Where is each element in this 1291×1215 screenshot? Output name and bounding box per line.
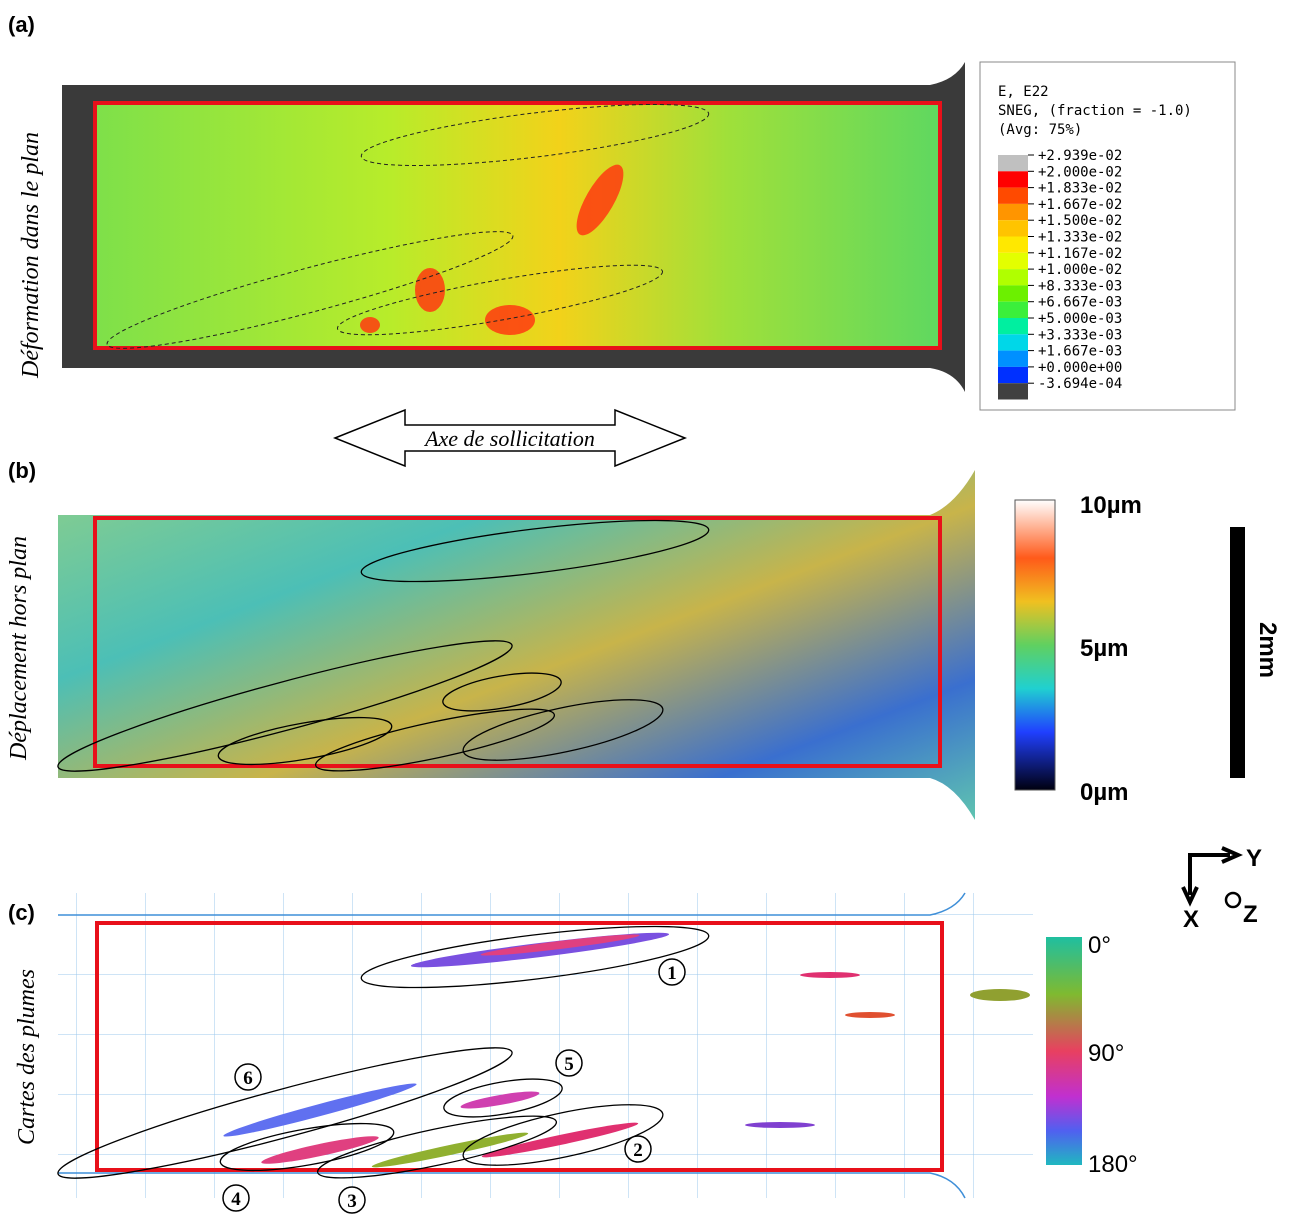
axis-label: Y	[1246, 845, 1262, 872]
legend-swatch	[998, 203, 1028, 221]
legend-header: SNEG, (fraction = -1.0)	[998, 103, 1192, 119]
side-title: Déplacement hors plan	[6, 536, 32, 761]
legend-level: +1.500e-02	[1038, 213, 1122, 229]
axis-label: Z	[1243, 901, 1258, 928]
legend-swatch	[998, 334, 1028, 351]
colorbar	[1014, 499, 1056, 791]
colorbar-label: 0µm	[1080, 779, 1129, 806]
legend-level: +1.333e-02	[1038, 230, 1122, 246]
panel-label: (c)	[8, 900, 35, 925]
scale-bar	[1230, 527, 1245, 778]
legend-level: +3.333e-03	[1038, 327, 1122, 343]
ellipse-number: 6	[243, 1068, 253, 1089]
legend-header: E, E22	[998, 84, 1049, 100]
colorbar-label: 5µm	[1080, 635, 1129, 662]
legend-swatch	[998, 269, 1028, 286]
legend-level: +1.000e-02	[1038, 262, 1122, 278]
ellipse-marker	[658, 958, 686, 986]
ellipse-number: 1	[667, 963, 677, 984]
legend-level: +2.000e-02	[1038, 164, 1122, 180]
axis-triad	[1181, 846, 1243, 907]
specimen-edge	[58, 892, 966, 1199]
legend-level: +1.167e-02	[1038, 246, 1122, 262]
legend-level: +1.667e-03	[1038, 344, 1122, 360]
ellipse-marker	[555, 1049, 583, 1077]
side-title: Cartes des plumes	[14, 969, 40, 1145]
ellipses	[57, 519, 710, 772]
displacement-field	[58, 470, 975, 820]
legend-swatch	[998, 318, 1028, 335]
panel-label: (b)	[8, 458, 36, 483]
legend-swatch	[998, 252, 1028, 270]
scale-label: 2mm	[1254, 622, 1281, 678]
ellipses	[57, 925, 710, 1179]
ellipse-number: 3	[347, 1191, 357, 1212]
ellipse-number: 2	[633, 1140, 643, 1161]
legend-swatch	[998, 155, 1028, 172]
roi	[93, 516, 942, 768]
legend-swatch	[998, 220, 1028, 237]
legend-swatch	[998, 187, 1028, 204]
legend-level: +8.333e-03	[1038, 278, 1122, 294]
hot-spots	[360, 164, 624, 335]
legend-header: (Avg: 75%)	[998, 122, 1082, 138]
legend-level: +2.939e-02	[1038, 148, 1122, 164]
roi	[93, 101, 942, 350]
legend-level: +5.000e-03	[1038, 311, 1122, 327]
colorbar-label: 180°	[1088, 1151, 1138, 1178]
legend-level: +1.667e-02	[1038, 197, 1122, 213]
load-arrow	[332, 408, 688, 468]
legend-level: -3.694e-04	[1038, 376, 1122, 392]
grid	[58, 893, 1033, 1198]
side-title: Déformation dans le plan	[18, 132, 44, 379]
ellipse-marker	[222, 1184, 250, 1212]
dashed-ellipses	[106, 103, 710, 349]
ellipse-number: 4	[231, 1189, 241, 1210]
legend-level: +1.833e-02	[1038, 181, 1122, 197]
colorbar	[1046, 937, 1082, 1165]
legend-swatch	[998, 285, 1028, 302]
ellipse-marker	[338, 1186, 366, 1214]
roi	[95, 921, 944, 1172]
plumes	[223, 932, 1030, 1168]
legend-swatch	[998, 236, 1028, 253]
legend-swatch	[998, 350, 1028, 367]
ellipse-marker	[624, 1135, 652, 1163]
colorbar-label: 90°	[1088, 1040, 1124, 1067]
arrow-label: Axe de sollicitation	[423, 426, 595, 451]
legend-swatch	[998, 366, 1028, 384]
legend-level: +6.667e-03	[1038, 295, 1122, 311]
colorbar-label: 0°	[1088, 932, 1111, 959]
legend-swatch	[998, 301, 1028, 318]
panel-label: (a)	[8, 12, 35, 37]
ellipse-number: 5	[564, 1054, 574, 1075]
colorbar-label: 10µm	[1080, 492, 1142, 519]
legend-swatch	[998, 383, 1028, 400]
axis-label: X	[1183, 906, 1199, 933]
z-symbol	[1224, 891, 1242, 909]
ellipse-marker	[234, 1063, 262, 1091]
legend-swatch	[998, 171, 1028, 188]
legend-level: +0.000e+00	[1038, 360, 1122, 376]
